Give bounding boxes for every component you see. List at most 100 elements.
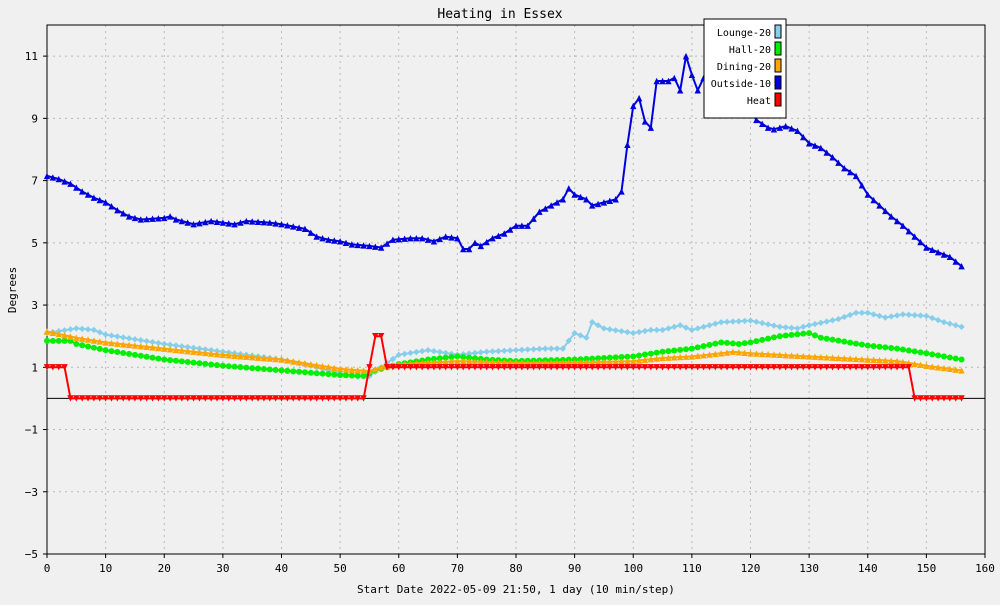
data-point-outside-10 [635,94,643,102]
data-point-heat [202,395,209,402]
x-tick-label: 60 [392,562,405,575]
data-point-dining-20 [501,359,508,366]
x-tick-label: 150 [916,562,936,575]
data-point-dining-20 [495,358,502,366]
y-tick-label: −3 [25,486,38,499]
data-point-dining-20 [753,350,760,357]
data-point-dining-20 [876,356,883,364]
data-point-heat [688,364,696,371]
data-point-lounge-20 [659,326,666,334]
data-point-hall-20 [641,351,648,358]
data-point-lounge-20 [114,333,121,340]
data-point-outside-10 [817,144,825,152]
data-point-heat [606,364,613,371]
data-point-heat [723,364,731,371]
data-point-hall-20 [729,340,736,347]
data-point-outside-10 [43,172,51,180]
data-point-hall-20 [700,343,707,350]
data-point-outside-10 [577,193,584,201]
x-tick-label: 140 [858,562,878,575]
data-point-lounge-20 [706,322,713,329]
data-point-dining-20 [589,358,596,366]
data-point-heat [319,395,326,402]
x-tick-label: 20 [158,562,171,575]
data-point-lounge-20 [143,337,150,345]
data-point-heat [782,364,789,371]
data-point-heat [946,395,954,402]
data-point-lounge-20 [547,345,555,352]
data-point-heat [213,395,221,402]
data-point-outside-10 [524,222,531,229]
data-point-dining-20 [78,335,86,342]
data-point-heat [61,364,68,371]
data-point-dining-20 [506,359,514,366]
data-point-dining-20 [295,359,303,366]
data-point-heat [161,395,168,402]
data-point-heat [700,364,707,371]
data-point-outside-10 [284,222,291,229]
data-point-hall-20 [202,360,209,367]
legend-label: Dining-20 [717,62,771,73]
data-point-dining-20 [934,364,942,371]
data-point-hall-20 [583,355,590,362]
data-point-hall-20 [313,370,320,377]
data-point-dining-20 [706,351,713,358]
data-point-heat [512,364,520,371]
data-point-hall-20 [337,372,344,379]
data-point-hall-20 [430,355,437,362]
data-point-hall-20 [864,342,871,349]
data-point-hall-20 [290,368,297,375]
data-point-lounge-20 [436,348,443,356]
data-point-outside-10 [547,202,555,209]
data-point-dining-20 [102,339,109,346]
data-point-lounge-20 [536,345,543,353]
data-point-hall-20 [712,340,719,347]
data-point-outside-10 [864,191,871,198]
data-point-lounge-20 [700,323,707,331]
y-axis-label: Degrees [6,267,19,313]
data-point-outside-10 [219,219,227,226]
data-point-heat [348,395,356,402]
data-point-hall-20 [219,362,226,369]
data-point-outside-10 [407,234,414,242]
data-point-heat [559,364,567,371]
data-point-hall-20 [143,353,150,360]
data-point-lounge-20 [471,349,479,357]
data-point-heat [166,395,174,402]
data-point-heat [817,364,825,371]
data-point-lounge-20 [770,322,778,329]
data-point-hall-20 [940,353,947,360]
data-point-outside-10 [641,118,649,125]
data-point-outside-10 [67,180,74,187]
data-point-dining-20 [911,360,918,368]
data-point-dining-20 [676,353,684,361]
data-point-heat [102,395,109,402]
series-heat [43,332,965,402]
data-point-outside-10 [225,220,232,227]
data-point-hall-20 [90,344,97,351]
data-point-lounge-20 [759,319,766,327]
data-point-lounge-20 [207,346,215,354]
data-point-heat [864,364,871,371]
data-point-dining-20 [952,366,959,373]
data-point-outside-10 [137,216,144,223]
data-point-dining-20 [583,359,590,366]
data-point-lounge-20 [800,323,807,331]
data-point-hall-20 [114,349,121,356]
data-point-heat [899,364,907,371]
data-point-outside-10 [395,235,402,243]
data-point-dining-20 [811,353,819,360]
data-point-outside-10 [290,223,297,230]
data-point-dining-20 [377,364,385,371]
data-point-lounge-20 [829,317,836,324]
data-point-lounge-20 [190,344,197,352]
data-point-dining-20 [342,366,350,373]
data-point-hall-20 [817,334,824,341]
data-point-outside-10 [618,188,625,195]
data-point-dining-20 [700,351,707,359]
data-point-dining-20 [712,350,719,358]
data-point-outside-10 [823,149,830,156]
data-point-lounge-20 [61,327,68,334]
data-point-hall-20 [296,368,303,375]
data-point-outside-10 [184,219,191,226]
